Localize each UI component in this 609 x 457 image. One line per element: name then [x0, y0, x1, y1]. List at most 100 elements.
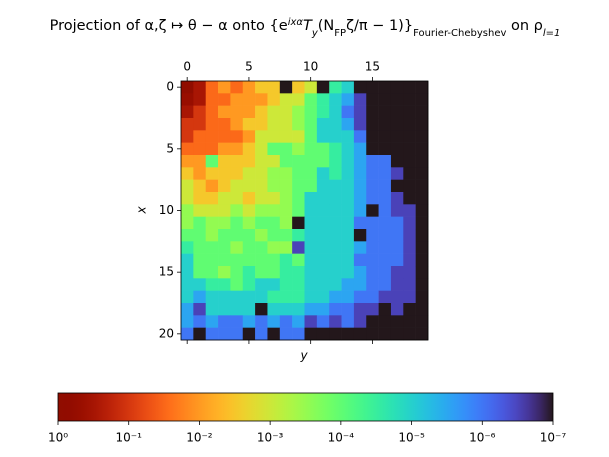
cell	[267, 142, 281, 156]
cell	[304, 93, 318, 106]
cell	[267, 118, 281, 131]
cell	[205, 216, 219, 230]
cell	[181, 253, 194, 267]
cell	[316, 204, 330, 217]
cell	[267, 266, 281, 279]
cell	[193, 142, 206, 156]
cell	[316, 142, 330, 156]
cell	[403, 241, 416, 254]
cell	[403, 204, 416, 217]
cell	[378, 81, 392, 94]
colorbar-tick-label: 10⁻⁵	[398, 431, 425, 445]
cell	[316, 253, 330, 267]
cell	[329, 93, 342, 106]
cell	[181, 179, 194, 193]
cell	[267, 192, 281, 205]
cell	[242, 179, 256, 193]
cell	[193, 241, 206, 254]
cell	[353, 266, 367, 279]
cell	[292, 204, 305, 217]
cell	[279, 93, 293, 106]
cell	[304, 155, 318, 168]
cell	[341, 229, 355, 242]
cell	[329, 266, 342, 279]
cell	[279, 81, 293, 94]
cell	[353, 229, 367, 242]
cell	[205, 327, 219, 341]
cell	[279, 253, 293, 267]
cell	[181, 155, 194, 168]
cell	[403, 253, 416, 267]
cell	[353, 290, 367, 304]
cell	[415, 303, 429, 316]
cell	[255, 155, 268, 168]
cell	[378, 216, 392, 230]
cell	[205, 229, 219, 242]
cell	[267, 253, 281, 267]
x-tick-label: 5	[245, 60, 253, 74]
cell	[267, 105, 281, 119]
cell	[378, 155, 392, 168]
cell	[366, 179, 379, 193]
cell	[390, 204, 404, 217]
cell	[181, 204, 194, 217]
cell	[218, 216, 231, 230]
y-tick-label: 20	[159, 326, 174, 340]
x-tick-label: 10	[303, 60, 318, 74]
cell	[378, 278, 392, 291]
cell	[292, 192, 305, 205]
cell	[218, 266, 231, 279]
cell	[242, 303, 256, 316]
cell	[230, 81, 244, 94]
cell	[255, 118, 268, 131]
cell	[205, 241, 219, 254]
cell	[378, 303, 392, 316]
cell	[230, 130, 244, 143]
cell	[230, 179, 244, 193]
cell	[292, 93, 305, 106]
cell	[242, 327, 256, 341]
cell	[230, 241, 244, 254]
cell	[390, 155, 404, 168]
cell	[255, 253, 268, 267]
cell	[341, 167, 355, 180]
cell	[329, 241, 342, 254]
cell	[255, 93, 268, 106]
cell	[415, 93, 429, 106]
cell	[230, 204, 244, 217]
cell	[353, 179, 367, 193]
cell	[279, 266, 293, 279]
cell	[366, 105, 379, 119]
x-tick-label: 0	[183, 60, 191, 74]
cell	[255, 142, 268, 156]
cell	[218, 81, 231, 94]
cell	[292, 118, 305, 131]
cell	[255, 278, 268, 291]
cell	[304, 266, 318, 279]
cell	[329, 118, 342, 131]
cell	[341, 130, 355, 143]
cell	[390, 192, 404, 205]
cell	[378, 179, 392, 193]
cell	[242, 130, 256, 143]
cell	[329, 81, 342, 94]
cell	[329, 290, 342, 304]
cell	[366, 315, 379, 328]
cell	[366, 93, 379, 106]
cell	[403, 266, 416, 279]
cell	[341, 142, 355, 156]
cell	[205, 167, 219, 180]
cell	[341, 93, 355, 106]
colorbar-tick-label: 10⁻⁶	[469, 431, 496, 445]
cell	[242, 118, 256, 131]
colorbar-tick-label: 10⁻²	[186, 431, 213, 445]
cell	[267, 315, 281, 328]
cell	[403, 167, 416, 180]
heatmap	[181, 81, 429, 341]
cell	[403, 81, 416, 94]
cell	[292, 229, 305, 242]
cell	[230, 216, 244, 230]
cell	[403, 229, 416, 242]
cell	[415, 327, 429, 341]
cell	[415, 105, 429, 119]
